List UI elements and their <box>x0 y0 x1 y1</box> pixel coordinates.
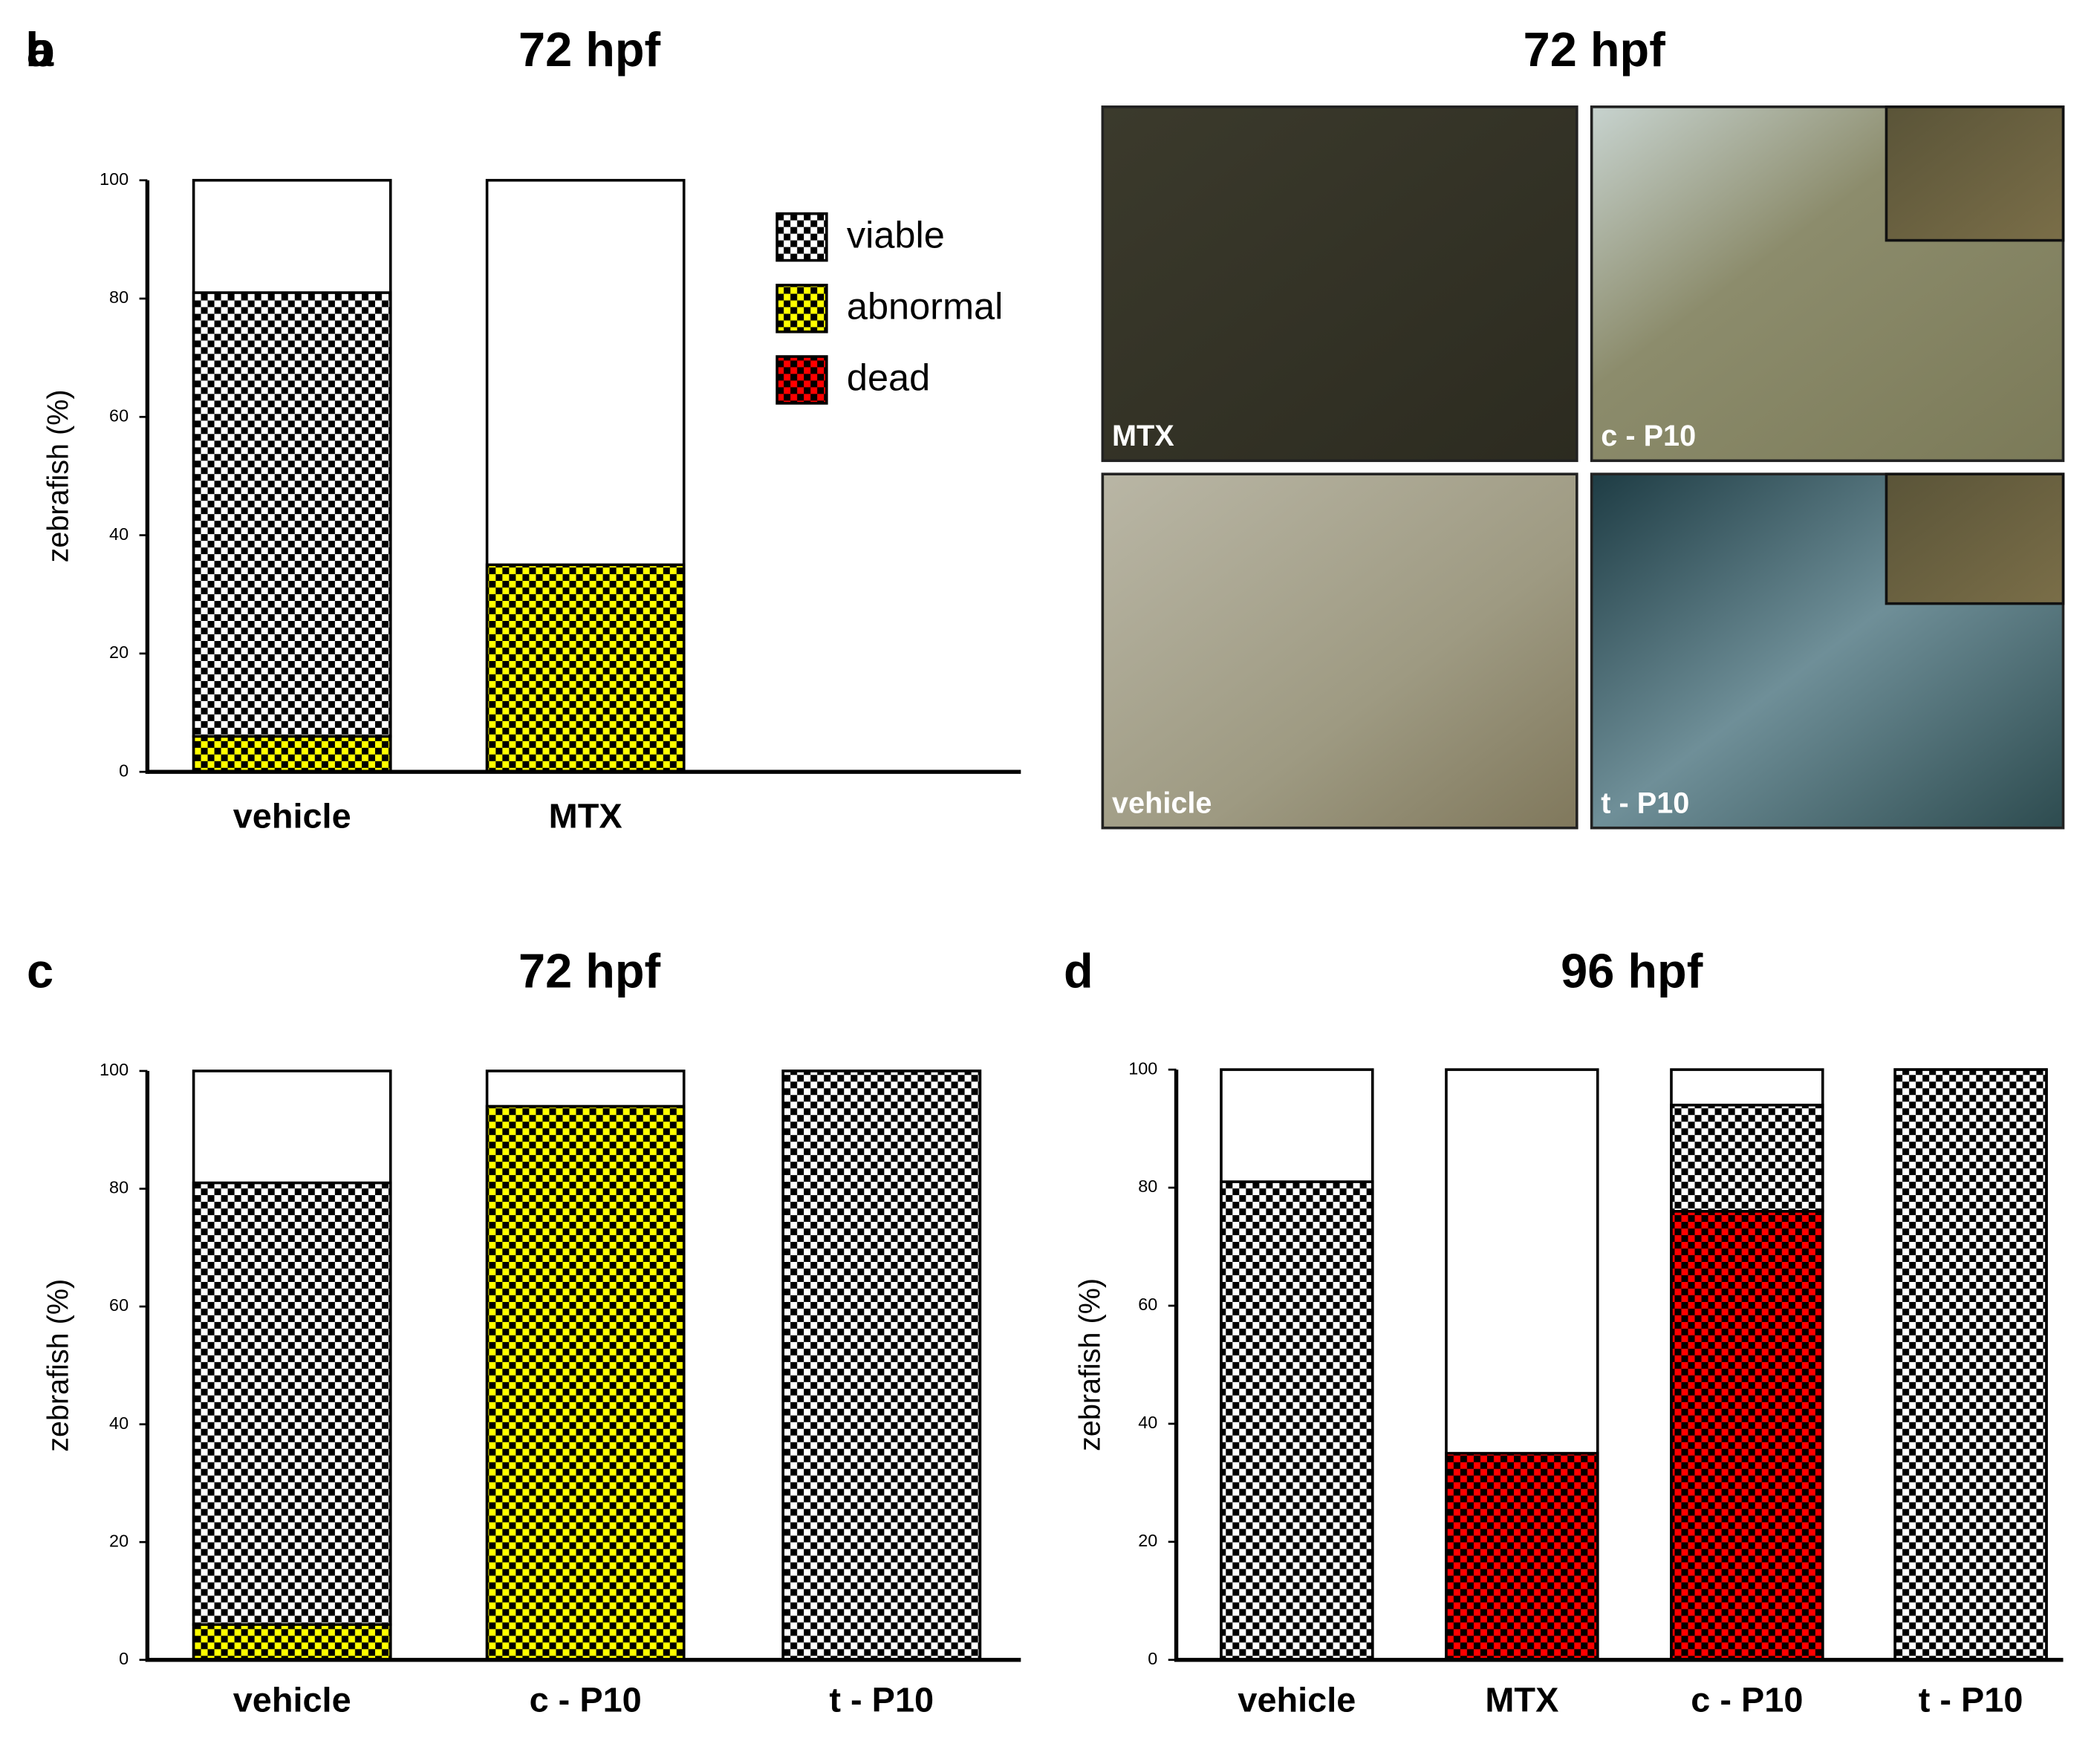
bar-segment <box>1445 1451 1599 1662</box>
x-tick-label: t - P10 <box>1919 1681 2023 1719</box>
x-tick-label: vehicle <box>1238 1681 1356 1719</box>
y-axis-label: zebrafish (%) <box>1073 1278 1106 1451</box>
y-tick-label: 0 <box>1148 1649 1157 1668</box>
y-tick-label: 0 <box>119 1649 129 1668</box>
photo-label: MTX <box>1112 420 1174 452</box>
bar-segment <box>485 563 686 773</box>
y-tick-label: 80 <box>1138 1176 1157 1196</box>
bar-segment <box>1670 1210 1824 1662</box>
bar-segment <box>192 735 392 773</box>
panel-letter: d <box>1064 944 1093 998</box>
y-tick-label: 60 <box>109 406 129 426</box>
y-tick-label: 100 <box>100 169 129 189</box>
x-tick-label: t - P10 <box>829 1681 934 1719</box>
y-tick-label: 60 <box>109 1295 129 1315</box>
chart-title: 72 hpf <box>518 22 661 77</box>
photo-label: t - P10 <box>1601 787 1689 820</box>
y-axis-label: zebrafish (%) <box>42 1279 75 1452</box>
y-tick-label: 20 <box>109 642 129 662</box>
bar-segment <box>1220 1180 1374 1662</box>
y-axis-label: zebrafish (%) <box>42 389 75 562</box>
photo-inset <box>1885 105 2065 242</box>
bar-segment <box>192 1623 392 1662</box>
panel-letter: a <box>27 22 54 77</box>
y-tick-label: 100 <box>100 1060 129 1079</box>
legend-label: abnormal <box>847 285 1003 328</box>
bar-segment <box>1893 1068 2048 1662</box>
y-tick-label: 40 <box>109 1413 129 1433</box>
y-tick-label: 20 <box>109 1531 129 1550</box>
y-tick-label: 40 <box>1138 1413 1157 1432</box>
y-tick-label: 60 <box>1138 1295 1157 1314</box>
legend-swatch <box>776 284 828 333</box>
photo-inset <box>1885 472 2065 605</box>
chart: a 72 hpf zebrafish (%) 0 20 40 60 80 100 vehicle M… <box>27 22 1021 835</box>
x-tick-label: vehicle <box>233 1681 351 1719</box>
x-tick-label: vehicle <box>233 797 351 836</box>
photo-grid: MTX c - P10 vehicle t - P10 <box>1101 105 2065 830</box>
x-tick-label: c - P10 <box>1691 1681 1803 1719</box>
chart: d 96 hpf zebrafish (%) 0 20 40 60 80 100 vehicle M… <box>1064 944 2064 1719</box>
bar-segment <box>781 1070 982 1662</box>
bar-segment <box>485 1104 686 1662</box>
legend-label: viable <box>847 213 945 256</box>
y-tick-label: 80 <box>109 1178 129 1197</box>
chart: c 72 hpf zebrafish (%) 0 20 40 60 80 100 vehicle c… <box>27 944 1021 1719</box>
photo <box>1101 472 1578 830</box>
y-tick-label: 20 <box>1138 1531 1157 1550</box>
y-tick-label: 40 <box>109 524 129 544</box>
legend-swatch <box>776 212 828 262</box>
x-tick-label: MTX <box>1485 1681 1558 1719</box>
bar-segment <box>192 1181 392 1626</box>
photo-label: c - P10 <box>1601 420 1696 452</box>
legend-swatch <box>776 355 828 405</box>
panel-letter: b <box>25 22 55 77</box>
x-tick-label: MTX <box>549 797 622 836</box>
bar-segment <box>1670 1103 1824 1213</box>
photo-label: vehicle <box>1112 787 1212 820</box>
y-tick-label: 0 <box>119 761 129 780</box>
chart-title: 96 hpf <box>1561 944 1703 998</box>
panel-letter: c <box>27 944 53 998</box>
x-tick-label: c - P10 <box>530 1681 642 1719</box>
bar-segment <box>192 291 392 738</box>
y-tick-label: 100 <box>1128 1058 1157 1078</box>
legend-label: dead <box>847 357 930 399</box>
photo <box>1101 105 1578 463</box>
panel-title: 72 hpf <box>1524 22 1666 77</box>
y-tick-label: 80 <box>109 287 129 307</box>
chart-title: 72 hpf <box>518 944 661 998</box>
